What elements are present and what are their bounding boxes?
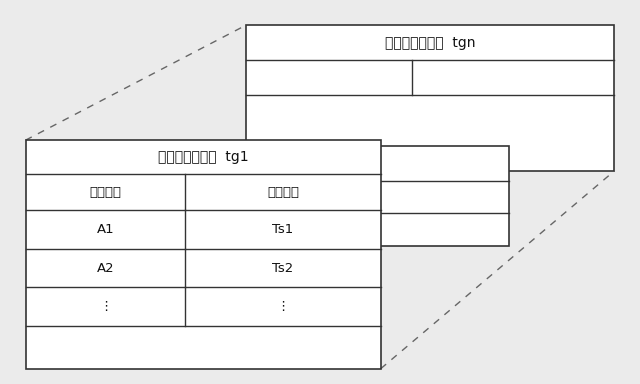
Text: ⋮: ⋮ [276, 300, 290, 313]
Bar [26, 140, 381, 369]
Text: Ts2: Ts2 [273, 262, 294, 275]
Text: ⋮: ⋮ [99, 300, 112, 313]
Text: 停止位置: 停止位置 [90, 186, 122, 199]
Text: 青信号開始時刻  tgn: 青信号開始時刻 tgn [385, 36, 476, 50]
Text: 停止時間: 停止時間 [267, 186, 299, 199]
Bar [141, 146, 509, 246]
Text: 青信号開始時刻  tg1: 青信号開始時刻 tg1 [158, 150, 248, 164]
Text: A2: A2 [97, 262, 115, 275]
Text: A1: A1 [97, 223, 115, 236]
Bar [246, 25, 614, 171]
Text: 青信号開始時刻  tg2: 青信号開始時刻 tg2 [280, 157, 370, 170]
Text: Ts1: Ts1 [273, 223, 294, 236]
